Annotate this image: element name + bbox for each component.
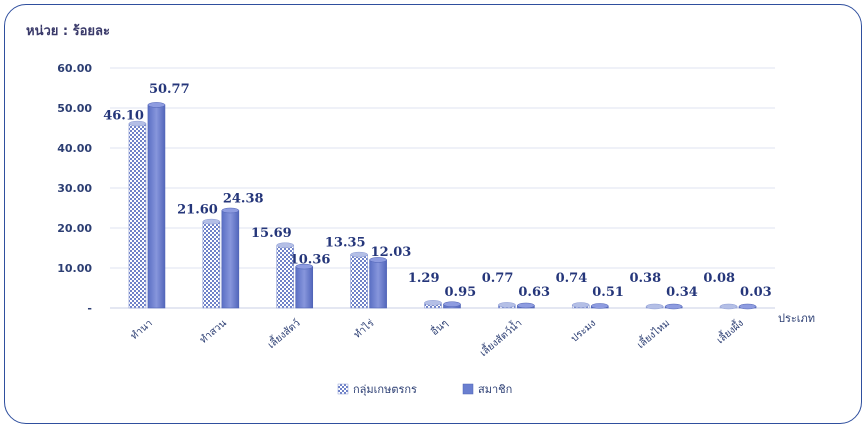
x-tick-label: เลี้ยงสัตว์น้ำ [476, 316, 524, 359]
data-label: 0.38 [629, 271, 661, 286]
data-label: 0.77 [482, 271, 514, 286]
bar-top-cap [295, 263, 313, 270]
data-label: 0.03 [740, 285, 772, 300]
data-label: 15.69 [251, 226, 292, 241]
data-labels: 46.10 50.77 21.60 24.38 15.69 10.36 13.35 12.03… [103, 82, 772, 300]
y-tick-label: 60.00 [57, 62, 92, 75]
legend-swatch [462, 383, 474, 395]
legend: กลุ่มเกษตรกร สมาชิก [337, 383, 512, 396]
bars [128, 102, 757, 310]
bar-farmer-group [350, 254, 368, 309]
bar-top-cap [719, 303, 738, 310]
data-label: 10.36 [290, 253, 331, 268]
gridlines [110, 67, 775, 309]
bar-top-cap [369, 257, 387, 263]
bar-top-cap [276, 242, 294, 248]
x-tick-label: ประมง [569, 318, 598, 345]
x-tick-label: เลี้ยงผึ้ง [713, 315, 746, 346]
x-tick-label: เลี้ยงไหม [634, 316, 673, 351]
bar-top-cap [202, 218, 221, 225]
bar-top-cap [147, 102, 166, 108]
bar-farmer-group [202, 221, 221, 309]
bar-top-cap [572, 302, 590, 308]
data-label: 1.29 [408, 271, 440, 286]
y-tick-label: 10.00 [57, 262, 92, 275]
bar-top-cap [350, 251, 368, 258]
data-label: 13.35 [325, 236, 366, 251]
legend-swatch [337, 383, 349, 395]
x-tick-label: ทำสวน [198, 318, 229, 346]
bar-member [295, 266, 314, 309]
y-tick-label: 50.00 [57, 102, 92, 115]
y-tick-label: - [87, 302, 92, 315]
data-label: 50.77 [149, 82, 190, 97]
bar-member [147, 104, 166, 309]
data-label: 0.95 [445, 285, 477, 300]
bar-top-cap [591, 303, 609, 309]
bar-top-cap [128, 120, 147, 127]
bar-top-cap [664, 303, 683, 310]
data-label: 0.34 [666, 285, 698, 300]
data-label: 0.51 [592, 285, 624, 300]
bar-top-cap [498, 302, 516, 308]
y-tick-label: 30.00 [57, 182, 92, 195]
x-tick-label: เลี้ยงสัตว์ [264, 316, 303, 351]
x-tick-label: ทำไร่ [352, 317, 378, 341]
bar-top-cap [517, 302, 535, 309]
data-label: 0.74 [556, 271, 588, 286]
x-tick-label: อื่นๆ [427, 316, 450, 338]
data-label: 21.60 [177, 203, 218, 218]
bar-member [369, 259, 387, 309]
x-axis: ทำนา ทำสวน เลี้ยงสัตว์ ทำไร่ อื่นๆ เลี้ยงสัตว… [129, 312, 815, 359]
bar-top-cap [424, 300, 442, 306]
bar-top-cap [221, 207, 240, 214]
data-label: 12.03 [371, 245, 412, 260]
data-label: 24.38 [223, 191, 264, 206]
data-label: 46.10 [103, 109, 144, 124]
data-label: 0.63 [518, 285, 550, 300]
unit-label: หน่วย : ร้อยละ [26, 24, 110, 39]
legend-label: สมาชิก [478, 383, 512, 396]
x-axis-title: ประเภท [778, 312, 815, 325]
y-tick-label: 20.00 [57, 222, 92, 235]
bar-member [221, 210, 240, 309]
bar-top-cap [738, 303, 757, 310]
y-tick-label: 40.00 [57, 142, 92, 155]
bar-top-cap [443, 301, 461, 307]
bar-top-cap [645, 303, 664, 310]
data-label: 0.08 [703, 271, 735, 286]
y-axis: - 10.00 20.00 30.00 40.00 50.00 60.00 [57, 62, 92, 315]
bar-chart: - 10.00 20.00 30.00 40.00 50.00 60.00 46.10 50.… [57, 62, 815, 396]
legend-label: กลุ่มเกษตรกร [353, 383, 417, 396]
bar-farmer-group [128, 123, 147, 309]
x-tick-label: ทำนา [129, 318, 155, 342]
